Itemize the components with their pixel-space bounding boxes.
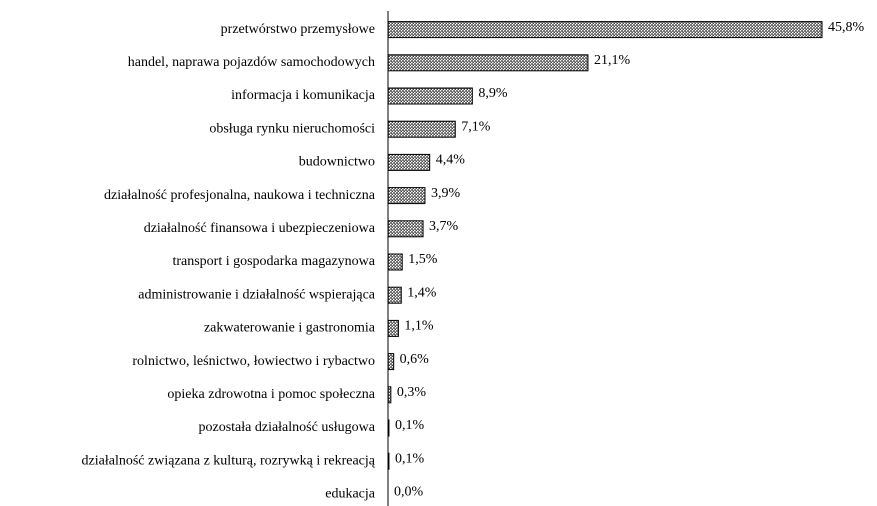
bar [387,21,823,39]
category-label: handel, naprawa pojazdów samochodowych [128,55,375,70]
category-label: opieka zdrowotna i pomoc społeczna [167,387,375,402]
bar [387,353,395,371]
value-label: 1,4% [407,285,437,300]
bar [387,253,403,271]
category-label: działalność związana z kulturą, rozrywką… [82,453,376,468]
category-label: administrowanie i działalność wspierając… [138,287,376,302]
value-label: 0,0% [394,485,424,500]
value-label: 45,8% [828,20,865,35]
bar [387,187,426,205]
category-label: działalność finansowa i ubezpieczeniowa [144,221,376,236]
value-label: 3,7% [429,219,459,234]
bar [387,220,424,238]
category-label: transport i gospodarka magazynowa [172,254,375,269]
value-label: 0,1% [395,451,425,466]
value-label: 21,1% [594,53,631,68]
category-label: pozostała działalność usługowa [198,420,375,435]
category-label: przetwórstwo przemysłowe [221,22,375,37]
category-label: obsługa rynku nieruchomości [209,121,375,136]
bar [387,120,456,138]
value-label: 0,6% [400,352,430,367]
bar [387,286,402,304]
value-label: 7,1% [461,119,491,134]
value-label: 0,1% [395,418,425,433]
value-label: 1,1% [404,319,434,334]
value-label: 3,9% [431,186,461,201]
category-label: edukacja [325,487,376,502]
value-label: 0,3% [397,385,427,400]
value-label: 4,4% [436,153,466,168]
category-label: informacja i komunikacja [231,88,376,103]
bar [387,87,473,105]
category-label: budownictwo [299,155,375,170]
category-label: działalność profesjonalna, naukowa i tec… [104,188,376,203]
category-label: rolnictwo, leśnictwo, łowiectwo i rybact… [132,354,375,369]
bar [387,54,589,72]
value-label: 1,5% [408,252,438,267]
category-label: zakwaterowanie i gastronomia [204,321,376,336]
value-label: 8,9% [478,86,508,101]
bar [387,153,431,171]
bar [387,319,399,337]
